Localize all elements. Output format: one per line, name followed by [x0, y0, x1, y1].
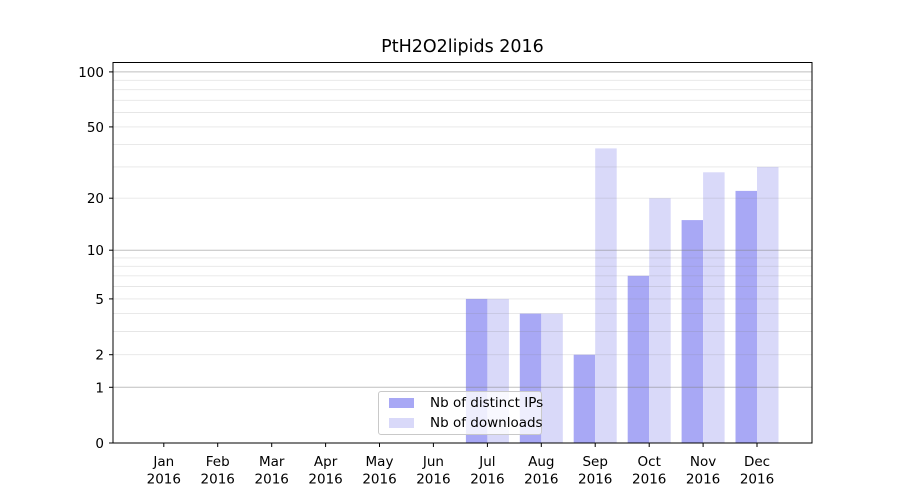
x-tick-label-month-jan: Jan — [152, 454, 174, 470]
x-tick-label-year-nov: 2016 — [686, 472, 720, 488]
legend-swatch-downloads-icon — [389, 418, 414, 428]
x-tick-label-month-jun: Jun — [422, 454, 444, 470]
x-tick-label-year-dec: 2016 — [740, 472, 774, 488]
x-tick-label-year-aug: 2016 — [524, 472, 558, 488]
bar-downloads-oct — [649, 198, 671, 443]
y-tick-label-20: 20 — [87, 191, 104, 207]
y-tick-label-5: 5 — [95, 292, 104, 308]
bar-ips-sep — [573, 354, 596, 443]
y-tick-label-2: 2 — [95, 348, 104, 364]
x-tick-label-month-nov: Nov — [690, 454, 716, 470]
bar-ips-dec — [735, 190, 757, 443]
y-tick-label-1: 1 — [95, 380, 104, 396]
bar-downloads-sep — [595, 148, 617, 443]
x-tick-label-year-apr: 2016 — [308, 472, 342, 488]
bar-downloads-aug — [541, 313, 563, 443]
plot-spines — [112, 62, 813, 444]
x-tick-label-month-may: May — [366, 454, 394, 470]
y-tick-label-0: 0 — [95, 436, 104, 452]
y-tick-label-100: 100 — [78, 65, 104, 81]
legend-item-ips: Nb of distinct IPs — [386, 395, 543, 411]
legend-label-ips: Nb of distinct IPs — [430, 395, 544, 411]
x-tick-label-month-aug: Aug — [528, 454, 554, 470]
legend-item-downloads: Nb of downloads — [386, 415, 543, 431]
x-tick-label-year-mar: 2016 — [255, 472, 289, 488]
x-tick-label-month-dec: Dec — [744, 454, 770, 470]
legend-swatch-ips-icon — [389, 398, 414, 408]
x-tick-label-month-feb: Feb — [206, 454, 230, 470]
x-tick-label-year-jan: 2016 — [147, 472, 181, 488]
x-tick-label-year-may: 2016 — [362, 472, 396, 488]
chart-title: PtH2O2lipids 2016 — [381, 37, 544, 57]
bar-downloads-nov — [703, 172, 725, 444]
x-tick-label-year-jun: 2016 — [416, 472, 450, 488]
x-tick-label-year-sep: 2016 — [578, 472, 612, 488]
x-tick-label-month-oct: Oct — [638, 454, 661, 470]
x-tick-label-year-feb: 2016 — [201, 472, 235, 488]
bar-ips-oct — [627, 275, 650, 443]
y-tick-label-50: 50 — [87, 120, 104, 136]
x-tick-label-year-jul: 2016 — [470, 472, 504, 488]
y-tick-label-10: 10 — [87, 243, 104, 259]
x-tick-label-year-oct: 2016 — [632, 472, 666, 488]
x-tick-label-month-jul: Jul — [478, 454, 495, 470]
x-tick-label-month-apr: Apr — [314, 454, 338, 470]
x-tick-label-month-sep: Sep — [582, 454, 607, 470]
legend-label-downloads: Nb of downloads — [430, 415, 543, 431]
legend: Nb of distinct IPs Nb of downloads — [378, 391, 543, 435]
x-tick-label-month-mar: Mar — [259, 454, 285, 470]
bar-downloads-dec — [757, 166, 779, 443]
